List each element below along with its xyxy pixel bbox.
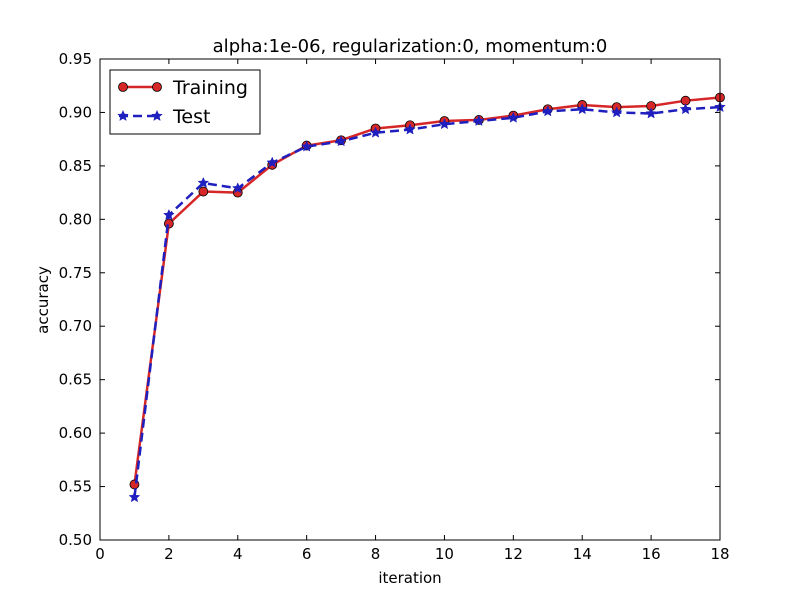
test-point [163,208,175,221]
x-tick-label: 16 [642,545,661,563]
x-tick-label: 0 [95,545,105,563]
chart-title: alpha:1e-06, regularization:0, momentum:… [213,36,608,57]
x-tick-label: 14 [573,545,592,563]
test-point [335,135,347,147]
test-point [610,106,623,118]
legend-training-marker [118,82,128,92]
test-point [197,176,210,188]
test-series [128,100,726,503]
x-axis-title: iteration [378,569,441,587]
test-point [128,491,141,503]
test-point [300,140,313,152]
plot-frame [99,58,721,541]
training-point [198,186,209,197]
y-tick-label: 0.50 [59,531,92,549]
y-tick-label: 0.85 [59,157,92,175]
x-tick-label: 4 [233,545,243,563]
training-point [163,218,174,229]
x-tick-label: 2 [164,545,174,563]
y-tick-label: 0.65 [59,371,92,389]
test-point [576,103,589,115]
y-tick-label: 0.60 [59,424,92,442]
x-axis-ticks: 0 2 4 6 8 10 12 14 16 18 [95,59,730,563]
test-point [473,114,485,126]
test-point [645,107,657,119]
legend-training-marker [152,82,162,92]
test-point [369,126,382,138]
x-tick-label: 18 [710,545,729,563]
test-point [438,118,451,130]
x-tick-label: 8 [371,545,381,563]
test-point [231,182,244,194]
x-tick-label: 12 [504,545,523,563]
y-tick-label: 0.70 [59,317,92,335]
y-tick-label: 0.80 [59,210,92,228]
y-axis-ticks: 0.50 0.55 0.60 0.65 0.70 0.75 0.80 0.85 0.90 0.95 [59,50,720,549]
legend-training-label: Training [172,77,248,99]
test-point [266,156,279,168]
legend: Training Test [109,69,261,135]
y-tick-label: 0.95 [59,50,92,68]
legend-test-label: Test [172,106,210,128]
test-point [507,111,520,123]
y-tick-label: 0.75 [59,264,92,282]
test-point [541,105,554,117]
y-tick-label: 0.55 [59,478,92,496]
legend-test-marker [117,109,129,121]
x-tick-label: 10 [435,545,454,563]
test-point [404,123,416,135]
y-tick-label: 0.90 [59,103,92,121]
series-layer [128,92,726,503]
x-tick-label: 6 [302,545,312,563]
training-line [133,96,721,485]
legend-box [109,69,261,135]
legend-test-marker [151,109,163,121]
y-axis-title: accuracy [34,266,52,334]
test-point [679,103,692,115]
